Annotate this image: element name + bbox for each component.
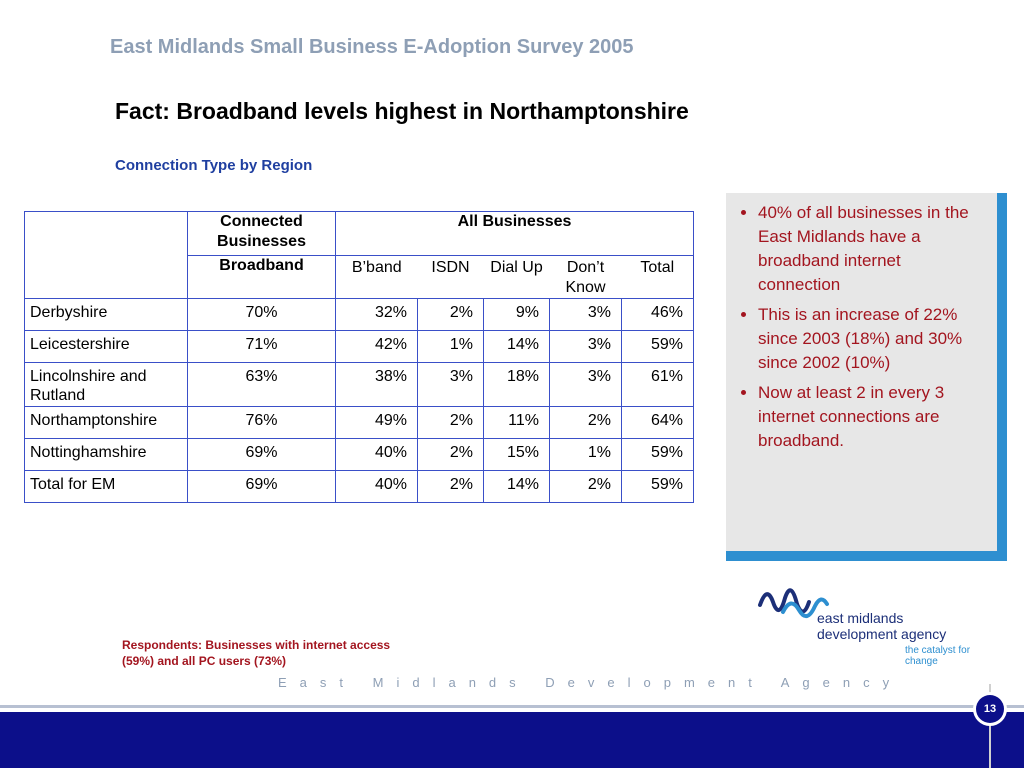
table-row: Total for EM 69% 40% 2% 14% 2% 59%	[24, 470, 694, 503]
footer-bar	[0, 712, 1024, 768]
value-cell: 14%	[483, 470, 550, 503]
key-facts-callout: 40% of all businesses in the East Midlan…	[726, 193, 1007, 561]
respondents-line-2: (59%) and all PC users (73%)	[122, 654, 287, 668]
value-cell: 11%	[483, 406, 550, 439]
col-header-bband: B’band	[335, 255, 418, 299]
key-fact-bullet: 40% of all businesses in the East Midlan…	[758, 201, 987, 297]
value-cell: 9%	[483, 298, 550, 331]
key-fact-bullet: This is an increase of 22% since 2003 (1…	[758, 303, 987, 375]
col-header-total: Total	[621, 255, 694, 299]
value-cell: 3%	[549, 330, 622, 363]
group-header-connected: Connected Businesses	[187, 211, 336, 256]
value-cell: 63%	[187, 362, 336, 407]
value-cell: 38%	[335, 362, 418, 407]
value-cell: 2%	[417, 470, 484, 503]
value-cell: 3%	[549, 362, 622, 407]
region-cell: Northamptonshire	[24, 406, 188, 439]
value-cell: 64%	[621, 406, 694, 439]
col-header-dialup: Dial Up	[483, 255, 550, 299]
value-cell: 3%	[417, 362, 484, 407]
value-cell: 70%	[187, 298, 336, 331]
table-row: Derbyshire 70% 32% 2% 9% 3% 46%	[24, 298, 694, 331]
wave-logo-icon	[758, 588, 829, 618]
table-row: Leicestershire 71% 42% 1% 14% 3% 59%	[24, 330, 694, 363]
page-number-badge: 13	[973, 692, 1007, 726]
value-cell: 3%	[549, 298, 622, 331]
respondents-note: Respondents: Businesses with internet ac…	[122, 637, 390, 669]
logo-tagline: the catalyst for change	[905, 645, 971, 667]
value-cell: 2%	[417, 298, 484, 331]
group-header-all: All Businesses	[335, 211, 694, 256]
respondents-line-1: Respondents: Businesses with internet ac…	[122, 638, 391, 652]
connection-type-table: Connected Businesses All Businesses Broa…	[24, 211, 694, 503]
key-fact-bullet: Now at least 2 in every 3 internet conne…	[758, 381, 987, 453]
value-cell: 59%	[621, 330, 694, 363]
value-cell: 2%	[549, 406, 622, 439]
value-cell: 69%	[187, 438, 336, 471]
value-cell: 32%	[335, 298, 418, 331]
table-row: Northamptonshire 76% 49% 2% 11% 2% 64%	[24, 406, 694, 439]
value-cell: 49%	[335, 406, 418, 439]
agency-footer-text: East Midlands Development Agency	[278, 675, 903, 690]
slide-title: Fact: Broadband levels highest in Northa…	[115, 98, 689, 124]
value-cell: 2%	[549, 470, 622, 503]
value-cell: 18%	[483, 362, 550, 407]
value-cell: 59%	[621, 438, 694, 471]
table-corner-cell	[24, 211, 188, 299]
emda-logo: east midlands development agency the cat…	[755, 580, 1005, 667]
value-cell: 14%	[483, 330, 550, 363]
logo-line-2: development agency	[817, 626, 947, 642]
value-cell: 59%	[621, 470, 694, 503]
logo-line-1: east midlands	[817, 610, 904, 626]
value-cell: 46%	[621, 298, 694, 331]
region-cell: Nottinghamshire	[24, 438, 188, 471]
value-cell: 15%	[483, 438, 550, 471]
value-cell: 40%	[335, 470, 418, 503]
value-cell: 2%	[417, 406, 484, 439]
col-header-dontknow: Don’t Know	[549, 255, 622, 299]
col-header-broadband: Broadband	[187, 255, 336, 299]
value-cell: 42%	[335, 330, 418, 363]
value-cell: 61%	[621, 362, 694, 407]
value-cell: 2%	[417, 438, 484, 471]
value-cell: 71%	[187, 330, 336, 363]
value-cell: 1%	[417, 330, 484, 363]
region-cell: Derbyshire	[24, 298, 188, 331]
footer-vertical-line	[989, 684, 991, 768]
survey-title: East Midlands Small Business E-Adoption …	[110, 36, 634, 58]
region-cell: Leicestershire	[24, 330, 188, 363]
region-cell: Total for EM	[24, 470, 188, 503]
table-row: Lincolnshire and Rutland 63% 38% 3% 18% …	[24, 362, 694, 407]
footer-divider	[0, 705, 1024, 708]
table-subtitle: Connection Type by Region	[115, 157, 313, 174]
col-header-isdn: ISDN	[417, 255, 484, 299]
value-cell: 1%	[549, 438, 622, 471]
region-cell: Lincolnshire and Rutland	[24, 362, 188, 407]
value-cell: 40%	[335, 438, 418, 471]
value-cell: 69%	[187, 470, 336, 503]
table-row: Nottinghamshire 69% 40% 2% 15% 1% 59%	[24, 438, 694, 471]
page-number: 13	[976, 695, 1004, 723]
key-facts-list: 40% of all businesses in the East Midlan…	[726, 193, 997, 453]
value-cell: 76%	[187, 406, 336, 439]
